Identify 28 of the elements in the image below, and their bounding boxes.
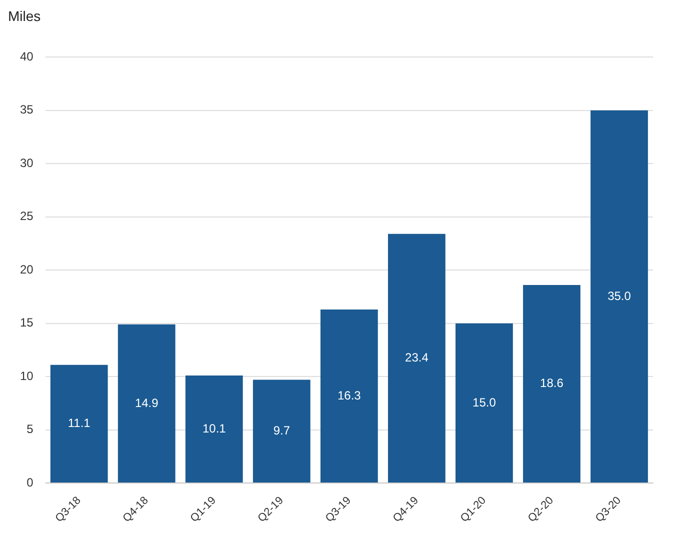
- bar: [185, 376, 243, 483]
- y-tick-label: 10: [20, 368, 34, 383]
- data-label: 15.0: [472, 395, 496, 410]
- bar: [50, 364, 108, 483]
- bar: [456, 323, 513, 483]
- data-label: 23.4: [405, 350, 429, 365]
- data-label: 16.3: [337, 388, 362, 402]
- data-label: 14.9: [134, 396, 159, 410]
- data-label: 18.6: [540, 376, 564, 390]
- y-tick-label: 20: [20, 262, 34, 276]
- y-tick-label: 40: [20, 50, 34, 64]
- data-label: 11.1: [68, 416, 91, 430]
- bar: [252, 380, 310, 483]
- bar: [388, 234, 446, 483]
- data-label: 35.0: [608, 288, 632, 303]
- bar: [320, 310, 378, 483]
- y-tick-label: 0: [26, 475, 34, 490]
- y-tick-label: 25: [20, 209, 34, 224]
- data-label: 10.1: [202, 421, 226, 436]
- bar: [590, 110, 648, 483]
- data-label: 9.7: [273, 423, 290, 438]
- y-tick-label: 5: [26, 422, 34, 436]
- y-tick-label: 15: [20, 316, 34, 330]
- y-tick-label: 35: [20, 102, 34, 117]
- y-tick-label: 30: [20, 156, 34, 170]
- bar: [118, 324, 176, 483]
- y-axis-title: Miles: [8, 8, 42, 24]
- bar: [523, 285, 580, 483]
